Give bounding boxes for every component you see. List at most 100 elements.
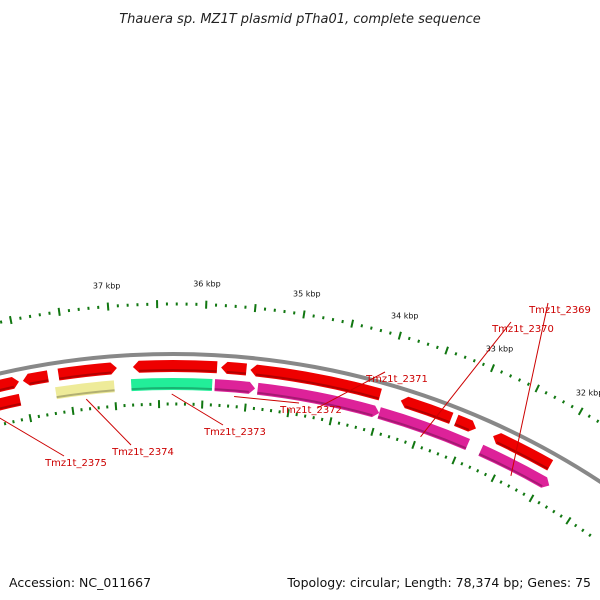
inner-feature-arrow bbox=[130, 378, 213, 392]
minor-tick bbox=[587, 414, 591, 419]
scale-label: 33 kbp bbox=[486, 345, 514, 354]
label-leader-line bbox=[171, 393, 224, 426]
minor-tick bbox=[379, 432, 383, 436]
major-tick bbox=[490, 474, 496, 483]
outer-feature-arrow bbox=[0, 377, 19, 392]
minor-tick bbox=[337, 421, 341, 425]
outer-feature-arrow bbox=[132, 360, 218, 374]
gene-label: Tmz1t_2372 bbox=[279, 405, 342, 416]
major-tick bbox=[444, 346, 449, 355]
scale-label: 32 kbp bbox=[576, 389, 600, 398]
minor-tick bbox=[444, 455, 448, 459]
outer-feature-arrow bbox=[400, 396, 454, 424]
minor-tick bbox=[522, 492, 526, 496]
minor-tick bbox=[387, 435, 391, 439]
major-tick bbox=[71, 406, 75, 416]
minor-tick bbox=[420, 446, 424, 450]
minor-tick bbox=[312, 314, 315, 318]
scale-labels: 32 kbp 33 kbp 34 kbp 35 kbp 36 kbp 37 kbp bbox=[93, 280, 600, 398]
gene-label: Tmz1t_2369 bbox=[528, 305, 591, 316]
minor-tick bbox=[20, 418, 24, 422]
label-leader-line bbox=[510, 302, 549, 477]
minor-tick bbox=[481, 362, 485, 367]
minor-tick bbox=[322, 316, 325, 320]
major-tick bbox=[286, 409, 290, 418]
inner-strand-features bbox=[0, 378, 550, 488]
minor-tick bbox=[507, 484, 511, 488]
major-tick bbox=[8, 315, 13, 325]
minor-tick bbox=[354, 425, 358, 430]
major-tick bbox=[534, 384, 540, 393]
minor-tick bbox=[468, 465, 472, 470]
label-leaders bbox=[0, 302, 549, 477]
major-tick bbox=[328, 417, 333, 426]
topology-text: Topology: circular; Length: 78,374 bp; G… bbox=[287, 575, 591, 590]
major-tick bbox=[565, 516, 572, 525]
minor-tick bbox=[428, 449, 432, 453]
inner-feature-arrow bbox=[377, 407, 471, 451]
major-tick bbox=[114, 402, 118, 411]
minor-tick bbox=[436, 452, 440, 456]
outer-feature-arrow bbox=[57, 362, 117, 381]
scale-ticks bbox=[8, 300, 584, 525]
minor-tick bbox=[596, 419, 600, 424]
minor-tick bbox=[360, 324, 364, 328]
minor-tick bbox=[404, 440, 407, 444]
minor-tick bbox=[312, 416, 315, 420]
outer-strand-features bbox=[0, 360, 554, 471]
inner-feature-arrow bbox=[256, 382, 380, 418]
minor-tick bbox=[509, 374, 513, 378]
minor-tick bbox=[37, 414, 41, 419]
major-tick bbox=[411, 440, 416, 450]
minor-tick bbox=[407, 336, 411, 341]
minor-tick bbox=[581, 528, 585, 533]
outer-feature-arrow bbox=[221, 361, 247, 376]
minor-tick bbox=[517, 378, 522, 382]
minor-tick bbox=[395, 437, 399, 442]
minor-tick bbox=[588, 533, 592, 538]
label-leader-line bbox=[85, 398, 132, 446]
minor-tick bbox=[472, 359, 476, 363]
minor-tick bbox=[341, 319, 344, 324]
minor-tick bbox=[570, 404, 574, 409]
minor-tick bbox=[295, 412, 298, 417]
major-tick bbox=[577, 407, 584, 416]
major-tick bbox=[28, 413, 33, 423]
major-tick bbox=[243, 403, 247, 412]
inner-feature-arrow bbox=[55, 380, 115, 400]
minor-tick bbox=[12, 420, 15, 424]
minor-tick bbox=[561, 400, 566, 404]
major-tick bbox=[490, 364, 495, 373]
minor-tick bbox=[320, 417, 324, 422]
minor-tick bbox=[3, 421, 7, 426]
gene-label: Tmz1t_2373 bbox=[203, 427, 266, 438]
minor-tick bbox=[379, 328, 383, 333]
major-tick bbox=[106, 302, 110, 311]
inner-feature-arrow bbox=[478, 444, 550, 488]
outer-feature-arrow bbox=[22, 370, 49, 386]
minor-tick bbox=[483, 472, 488, 477]
accession-text: Accession: NC_011667 bbox=[9, 575, 152, 590]
minor-tick bbox=[559, 514, 563, 518]
minor-tick bbox=[526, 382, 530, 386]
minor-tick bbox=[476, 469, 480, 473]
gene-labels: Tmz1t_2369 Tmz1t_2370 Tmz1t_2371 Tmz1t_2372… bbox=[44, 305, 591, 469]
major-tick bbox=[302, 310, 306, 319]
minor-tick bbox=[499, 480, 503, 484]
inner-feature-arrow bbox=[214, 379, 256, 394]
minor-tick bbox=[552, 509, 556, 514]
gene-label: Tmz1t_2371 bbox=[365, 374, 428, 385]
major-tick bbox=[451, 456, 457, 465]
major-tick bbox=[57, 307, 61, 316]
scale-label: 35 kbp bbox=[293, 290, 321, 299]
minor-tick bbox=[331, 317, 335, 322]
minor-tick bbox=[500, 370, 504, 374]
minor-tick bbox=[389, 331, 392, 335]
minor-tick bbox=[417, 339, 421, 344]
label-leader-line bbox=[316, 371, 386, 409]
backbone-circle bbox=[0, 352, 600, 485]
label-leader-line bbox=[0, 417, 65, 457]
scale-label: 34 kbp bbox=[391, 311, 419, 320]
minor-tick bbox=[460, 462, 464, 466]
